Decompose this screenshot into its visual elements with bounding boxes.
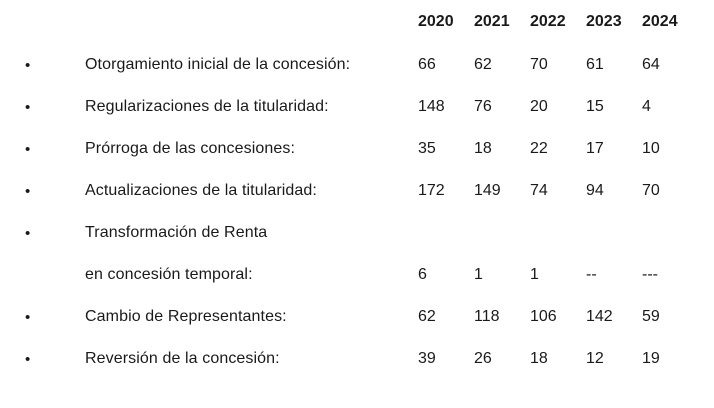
row-value: 10 bbox=[642, 140, 660, 157]
row-value: 1 bbox=[474, 266, 483, 283]
table-row: • Actualizaciones de la titularidad: 172 14… bbox=[0, 170, 714, 212]
bullet-icon: • bbox=[25, 308, 31, 326]
bullet-icon: • bbox=[25, 56, 31, 74]
row-value: 4 bbox=[642, 98, 651, 115]
row-label: Cambio de Representantes: bbox=[85, 308, 287, 325]
table-row: • Cambio de Representantes: 62 118 106 142 59 bbox=[0, 296, 714, 338]
year-header: 2020 bbox=[418, 13, 454, 30]
table-row: • Reversión de la concesión: 39 26 18 12 19 bbox=[0, 338, 714, 380]
row-value: 26 bbox=[474, 350, 492, 367]
row-label: Transformación de Renta bbox=[85, 224, 268, 241]
row-value: 74 bbox=[530, 182, 548, 199]
row-value: 148 bbox=[418, 98, 445, 115]
row-value: 66 bbox=[418, 56, 436, 73]
row-label: Otorgamiento inicial de la concesión: bbox=[85, 56, 351, 73]
year-header: 2022 bbox=[530, 13, 566, 30]
row-value: 59 bbox=[642, 308, 660, 325]
row-value: 39 bbox=[418, 350, 436, 367]
year-header: 2023 bbox=[586, 13, 622, 30]
year-header-row: 2020 2021 2022 2023 2024 bbox=[0, 0, 714, 44]
row-value: -- bbox=[586, 266, 597, 283]
row-value: 17 bbox=[586, 140, 604, 157]
row-label: en concesión temporal: bbox=[85, 266, 253, 283]
row-value: 106 bbox=[530, 308, 557, 325]
bullet-icon: • bbox=[25, 140, 31, 158]
row-value: 64 bbox=[642, 56, 660, 73]
table-row: • Transformación de Renta bbox=[0, 212, 714, 254]
row-value: 12 bbox=[586, 350, 604, 367]
row-value: 94 bbox=[586, 182, 604, 199]
row-value: 35 bbox=[418, 140, 436, 157]
bullet-icon: • bbox=[25, 98, 31, 116]
row-value: 6 bbox=[418, 266, 427, 283]
rows: • Otorgamiento inicial de la concesión: 66… bbox=[0, 44, 714, 380]
row-value: 20 bbox=[530, 98, 548, 115]
row-value: 62 bbox=[418, 308, 436, 325]
table-row: • Regularizaciones de la titularidad: 148 7… bbox=[0, 86, 714, 128]
row-value: 70 bbox=[530, 56, 548, 73]
row-value: 70 bbox=[642, 182, 660, 199]
bullet-icon: • bbox=[25, 224, 31, 242]
table-row: en concesión temporal: 6 1 1 -- --- bbox=[0, 254, 714, 296]
row-label: Regularizaciones de la titularidad: bbox=[85, 98, 329, 115]
row-value: 172 bbox=[418, 182, 445, 199]
table-row: • Prórroga de las concesiones: 35 18 22 17 10 bbox=[0, 128, 714, 170]
row-value: 76 bbox=[474, 98, 492, 115]
bullet-icon: • bbox=[25, 350, 31, 368]
row-value: 142 bbox=[586, 308, 613, 325]
row-label: Actualizaciones de la titularidad: bbox=[85, 182, 317, 199]
row-value: --- bbox=[642, 266, 658, 283]
row-value: 15 bbox=[586, 98, 604, 115]
row-value: 1 bbox=[530, 266, 539, 283]
row-value: 62 bbox=[474, 56, 492, 73]
row-value: 18 bbox=[474, 140, 492, 157]
row-label: Prórroga de las concesiones: bbox=[85, 140, 296, 157]
row-value: 18 bbox=[530, 350, 548, 367]
row-label: Reversión de la concesión: bbox=[85, 350, 280, 367]
row-value: 19 bbox=[642, 350, 660, 367]
row-value: 118 bbox=[474, 308, 500, 325]
row-value: 61 bbox=[586, 56, 604, 73]
year-header: 2021 bbox=[474, 13, 510, 30]
row-value: 149 bbox=[474, 182, 501, 199]
bullet-icon: • bbox=[25, 182, 31, 200]
row-value: 22 bbox=[530, 140, 548, 157]
table-row: • Otorgamiento inicial de la concesión: 66… bbox=[0, 44, 714, 86]
year-header: 2024 bbox=[642, 13, 678, 30]
